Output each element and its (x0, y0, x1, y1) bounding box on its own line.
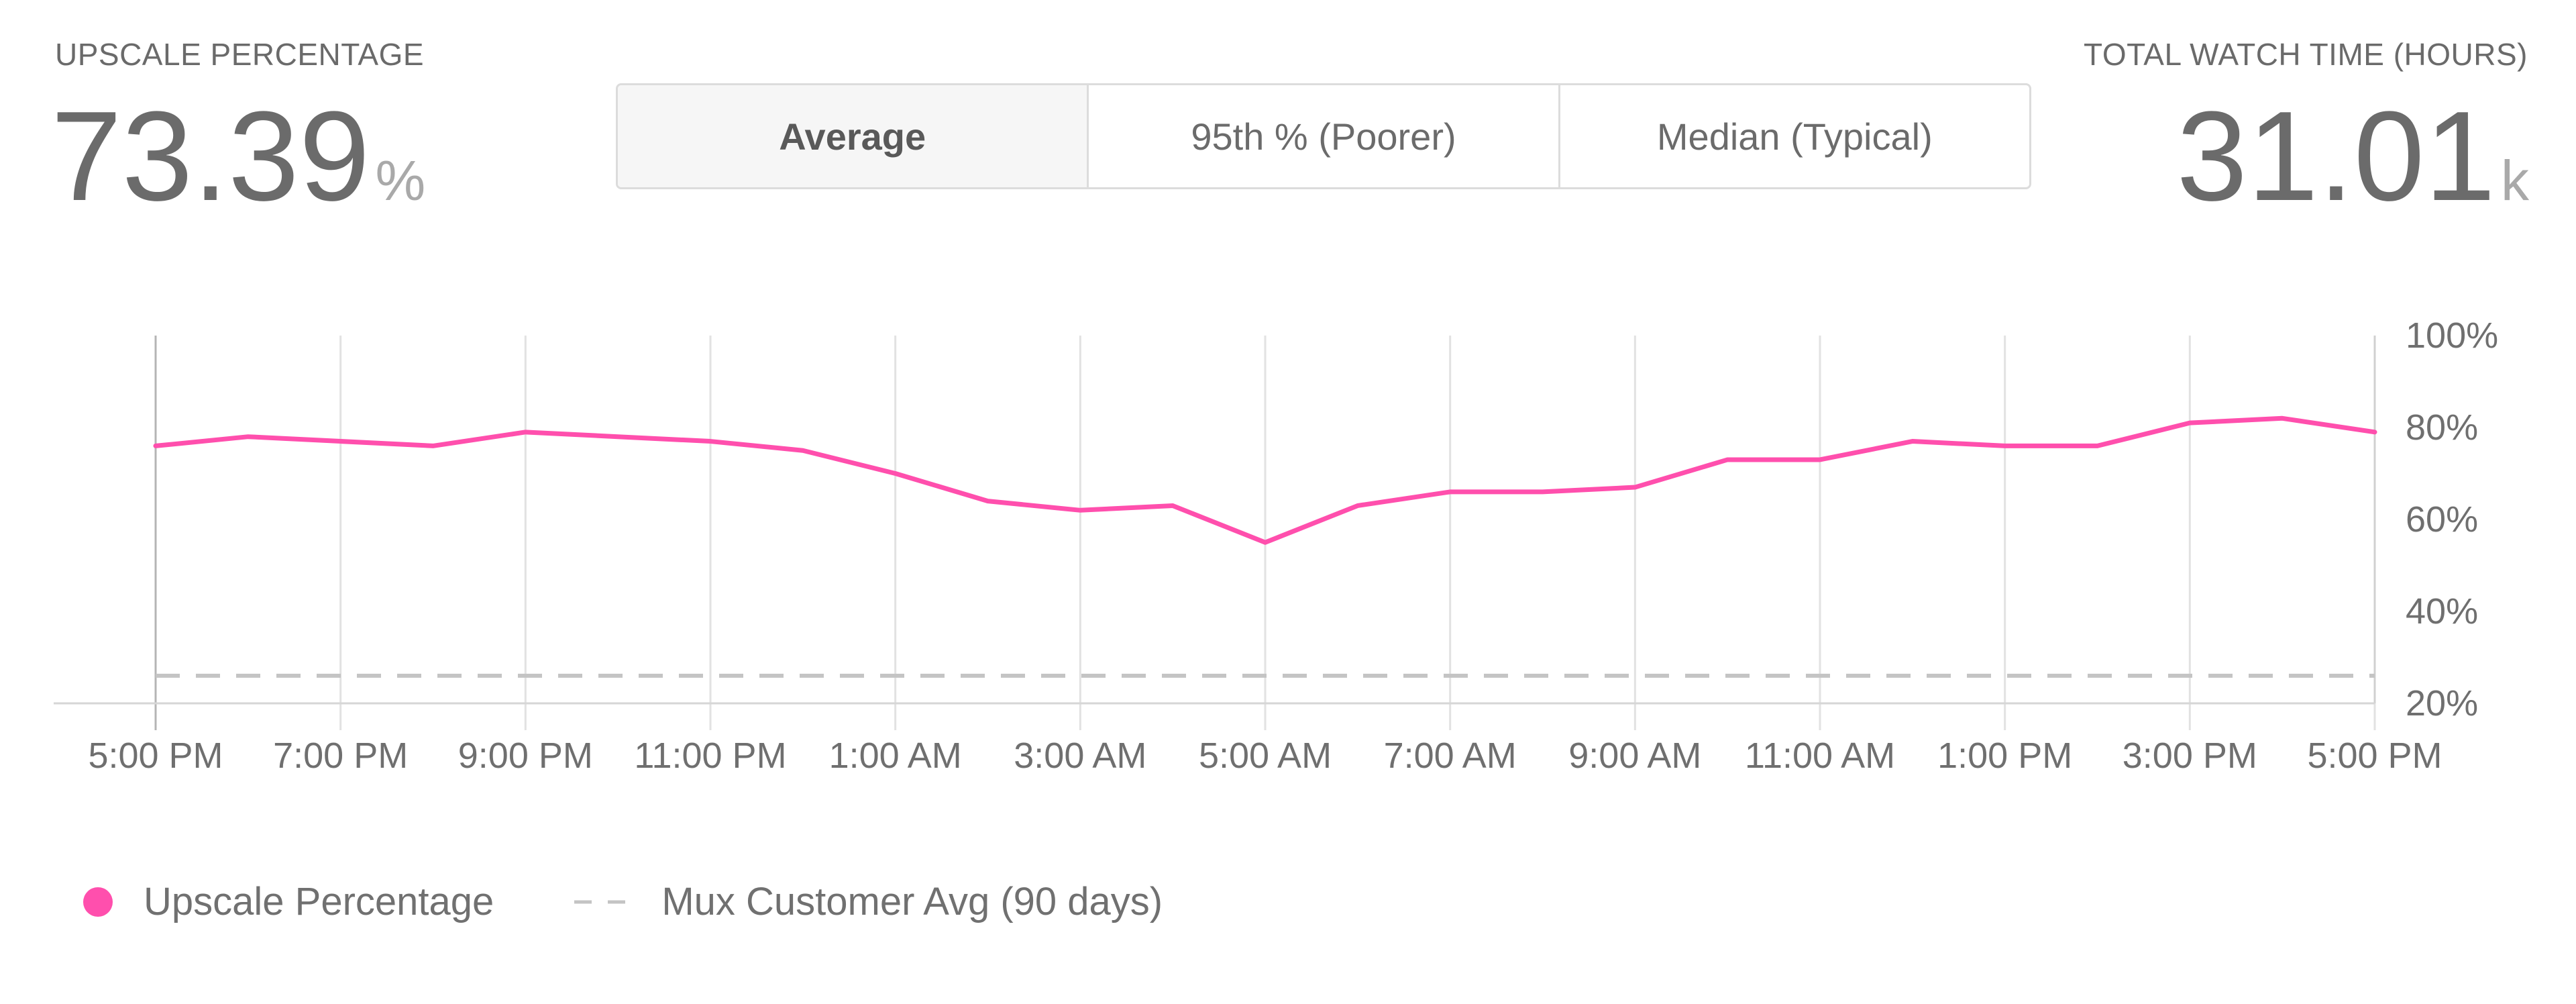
y-tick-label: 100% (2406, 315, 2498, 356)
legend-label-customer-avg: Mux Customer Avg (90 days) (661, 880, 1163, 923)
legend-item-customer-avg[interactable]: Mux Customer Avg (90 days) (574, 879, 1163, 924)
x-tick-label: 5:00 PM (2307, 736, 2442, 776)
toggle-95th-percentile[interactable]: 95th % (Poorer) (1087, 85, 1558, 187)
x-tick-label: 1:00 AM (829, 736, 962, 776)
upscale-percentage-unit: % (375, 149, 426, 212)
x-tick-label: 11:00 PM (634, 736, 786, 776)
x-tick-label: 3:00 PM (2123, 736, 2257, 776)
total-watch-time-label: TOTAL WATCH TIME (HOURS) (2084, 37, 2528, 72)
y-tick-label: 20% (2406, 683, 2478, 723)
x-tick-label: 7:00 PM (273, 736, 408, 776)
upscale-chart: 20% 40% 60% 80% 100% 5:00 PM 7:00 PM 9:00 PM 11:… (54, 315, 2498, 776)
y-tick-label: 40% (2406, 591, 2478, 632)
y-tick-label: 80% (2406, 407, 2478, 448)
legend-label-upscale: Upscale Percentage (144, 880, 494, 923)
legend-dash-icon (574, 900, 629, 903)
toggle-average[interactable]: Average (618, 85, 1087, 187)
legend-item-upscale[interactable]: Upscale Percentage (83, 879, 494, 924)
x-tick-label: 5:00 PM (88, 736, 223, 776)
total-watch-time-number: 31.01 (2176, 85, 2496, 228)
chart-legend: Upscale Percentage Mux Customer Avg (90 … (83, 879, 1243, 924)
x-tick-label: 7:00 AM (1384, 736, 1517, 776)
x-tick-label: 1:00 PM (1937, 736, 2072, 776)
total-watch-time-unit: k (2501, 149, 2529, 212)
y-tick-label: 60% (2406, 499, 2478, 540)
x-tick-label: 11:00 AM (1745, 736, 1895, 776)
total-watch-time-value: 31.01k (2177, 93, 2529, 220)
x-tick-label: 9:00 AM (1568, 736, 1701, 776)
x-tick-label: 9:00 PM (458, 736, 593, 776)
x-tick-label: 3:00 AM (1014, 736, 1146, 776)
stat-toggle: Average 95th % (Poorer) Median (Typical) (616, 83, 2031, 189)
upscale-percentage-number: 73.39 (51, 85, 370, 228)
x-tick-label: 5:00 AM (1199, 736, 1332, 776)
upscale-percentage-label: UPSCALE PERCENTAGE (55, 37, 425, 72)
upscale-percentage-line (153, 415, 2377, 545)
legend-dot-icon (83, 887, 113, 917)
upscale-percentage-value: 73.39% (51, 93, 425, 220)
toggle-median[interactable]: Median (Typical) (1558, 85, 2029, 187)
